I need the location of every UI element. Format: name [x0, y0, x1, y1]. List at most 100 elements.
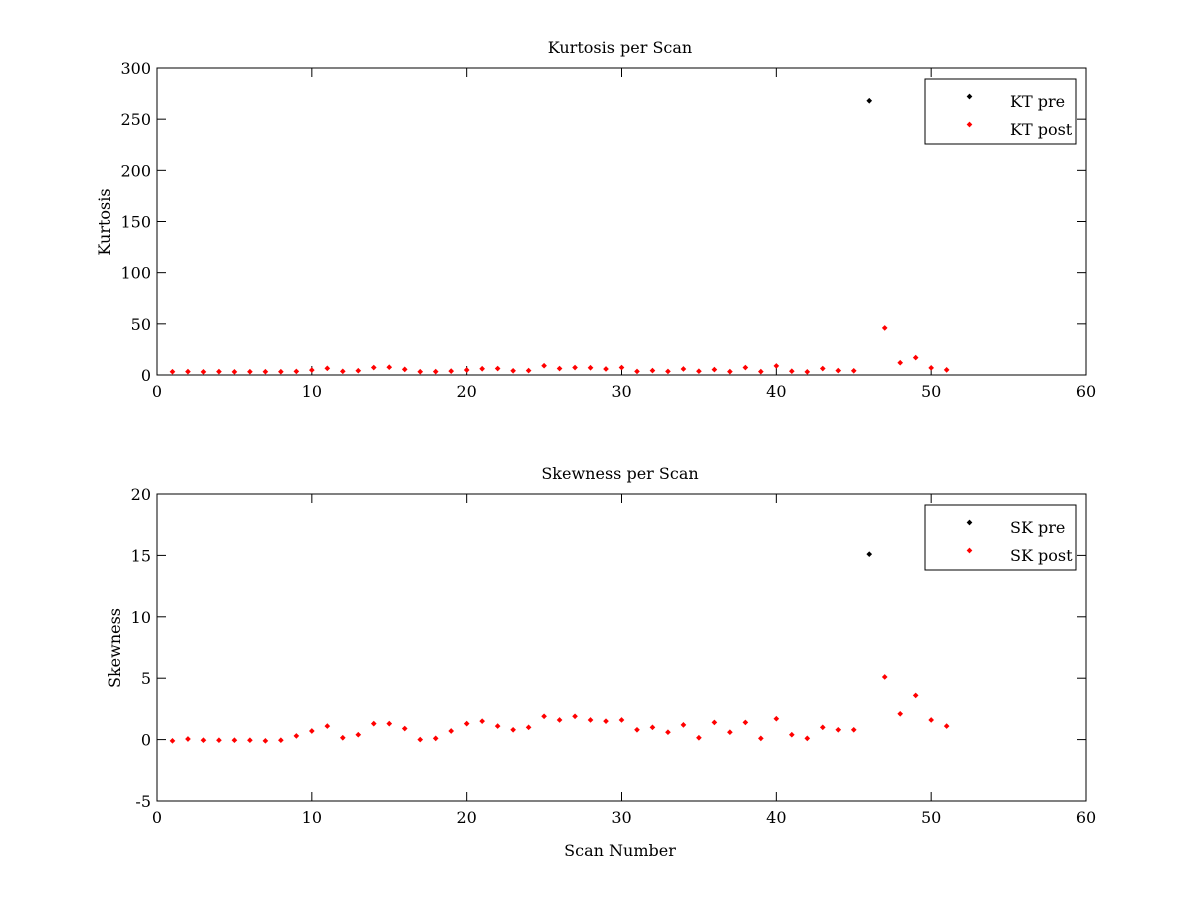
skewness-series-1-point: [324, 723, 331, 729]
kurtosis-series-1-point: [339, 368, 346, 375]
kurtosis-y-tick-label: 0: [141, 366, 151, 385]
skewness-y-tick-label: 0: [141, 731, 151, 750]
kurtosis-series-1-point: [943, 367, 950, 373]
kurtosis-series-1-point: [355, 367, 362, 374]
skewness-series-1-point: [278, 737, 284, 744]
skewness-series-1-point: [649, 724, 656, 731]
kurtosis-series-1-point: [618, 364, 625, 371]
kurtosis-x-tick-label: 60: [1076, 382, 1096, 401]
skewness-series-1-point: [448, 728, 455, 734]
skewness-x-axis-label: Scan Number: [564, 841, 676, 860]
skewness-series-1-point: [293, 733, 300, 739]
kurtosis-series-1-point: [324, 365, 331, 372]
legend-label-kt-pre: KT pre: [1010, 92, 1065, 111]
kurtosis-series-1-point: [200, 368, 207, 375]
kurtosis-series-1-point: [309, 367, 315, 373]
skewness-series-1-point: [711, 719, 718, 726]
skewness-y-axis: -5 0 5 10 15 20: [131, 485, 1086, 811]
kurtosis-series-1-point: [278, 368, 284, 375]
skewness-y-tick-label: 15: [131, 546, 151, 565]
kurtosis-series-1-point: [479, 365, 485, 372]
skewness-series-1-point: [417, 736, 424, 743]
skewness-chart-title: Skewness per Scan: [541, 464, 698, 483]
kurtosis-series-1-point: [401, 366, 408, 373]
skewness-series-1-point: [758, 735, 764, 742]
kurtosis-series-1-point: [665, 368, 671, 375]
kurtosis-series-1-point: [587, 364, 594, 371]
kurtosis-series-1-point: [448, 368, 455, 374]
skewness-series-1-point: [370, 720, 377, 727]
kurtosis-series-1-point: [216, 368, 222, 375]
skewness-series-1-point: [804, 735, 811, 742]
skewness-series-1-point: [727, 729, 733, 736]
kurtosis-chart-title: Kurtosis per Scan: [548, 38, 692, 57]
kurtosis-x-tick-label: 0: [152, 382, 162, 401]
kurtosis-series-1-point: [510, 367, 516, 374]
kurtosis-y-axis-label: Kurtosis: [95, 188, 114, 255]
skewness-series-1-point: [556, 717, 563, 723]
kurtosis-series-1-point: [928, 365, 934, 371]
kurtosis-series-1-point: [711, 366, 718, 373]
skewness-series-1-point: [819, 724, 826, 731]
skewness-series-1-point: [216, 737, 222, 744]
kurtosis-series-1-point: [727, 368, 733, 375]
skewness-series-1-point: [572, 713, 578, 720]
skewness-series-1-point: [696, 734, 702, 741]
skewness-series-1-point: [665, 729, 671, 736]
skewness-series-1-point: [247, 737, 253, 744]
kurtosis-y-tick-label: 150: [120, 213, 151, 232]
kurtosis-x-tick-label: 10: [302, 382, 322, 401]
kurtosis-markers: [169, 97, 950, 375]
legend-label-kt-post: KT post: [1010, 120, 1073, 139]
skewness-y-axis-label: Skewness: [105, 608, 124, 688]
skewness-series-1-point: [587, 717, 594, 723]
skewness-series-1-point: [479, 718, 485, 725]
kurtosis-series-1-point: [835, 367, 842, 374]
kurtosis-y-tick-label: 300: [120, 59, 151, 78]
skewness-x-tick-label: 10: [302, 808, 322, 827]
kurtosis-series-1-point: [432, 368, 439, 375]
skewness-x-axis: 0 10 20 30 40 50 60: [152, 494, 1096, 827]
skewness-series-1-point: [200, 737, 207, 744]
kurtosis-y-tick-label: 250: [120, 110, 151, 129]
legend-marker-kt-post: [966, 121, 973, 128]
kurtosis-series-1-point: [185, 368, 191, 375]
skewness-series-1-point: [231, 737, 238, 744]
kurtosis-series-1-point: [912, 354, 919, 361]
skewness-series-1-point: [185, 736, 191, 742]
kurtosis-series-1-point: [850, 367, 857, 374]
kurtosis-series-1-point: [897, 359, 904, 366]
kurtosis-series-0-point: [866, 97, 873, 104]
legend-marker-sk-pre: [966, 519, 973, 526]
kurtosis-series-1-point: [649, 367, 656, 374]
kurtosis-x-axis: 0 10 20 30 40 50 60: [152, 68, 1096, 401]
skewness-subplot: Skewness per Scan Skewness Scan Number 0…: [105, 464, 1096, 860]
skewness-series-1-point: [510, 726, 516, 733]
skewness-series-1-point: [835, 726, 842, 733]
kurtosis-series-1-point: [525, 367, 532, 374]
skewness-series-1-point: [881, 674, 888, 680]
skewness-markers: [169, 551, 950, 744]
skewness-series-1-point: [603, 718, 609, 725]
legend-marker-sk-post: [966, 547, 973, 554]
kurtosis-series-1-point: [541, 362, 547, 369]
kurtosis-series-1-point: [788, 368, 795, 375]
kurtosis-series-1-point: [262, 368, 269, 375]
kurtosis-x-tick-label: 40: [766, 382, 786, 401]
kurtosis-series-1-point: [680, 366, 687, 372]
kurtosis-series-1-point: [417, 368, 424, 375]
skewness-series-1-point: [912, 692, 919, 699]
kurtosis-legend: KT pre KT post: [924, 78, 1077, 145]
kurtosis-series-1-point: [556, 365, 563, 372]
kurtosis-series-1-point: [603, 366, 609, 372]
skewness-y-tick-label: -5: [135, 792, 151, 811]
legend-label-sk-pre: SK pre: [1010, 518, 1065, 537]
skewness-series-0-point: [866, 551, 873, 558]
skewness-series-1-point: [262, 737, 269, 744]
skewness-series-1-point: [850, 726, 857, 733]
skewness-series-1-point: [169, 737, 176, 744]
kurtosis-series-1-point: [881, 325, 888, 331]
kurtosis-x-tick-label: 30: [611, 382, 631, 401]
